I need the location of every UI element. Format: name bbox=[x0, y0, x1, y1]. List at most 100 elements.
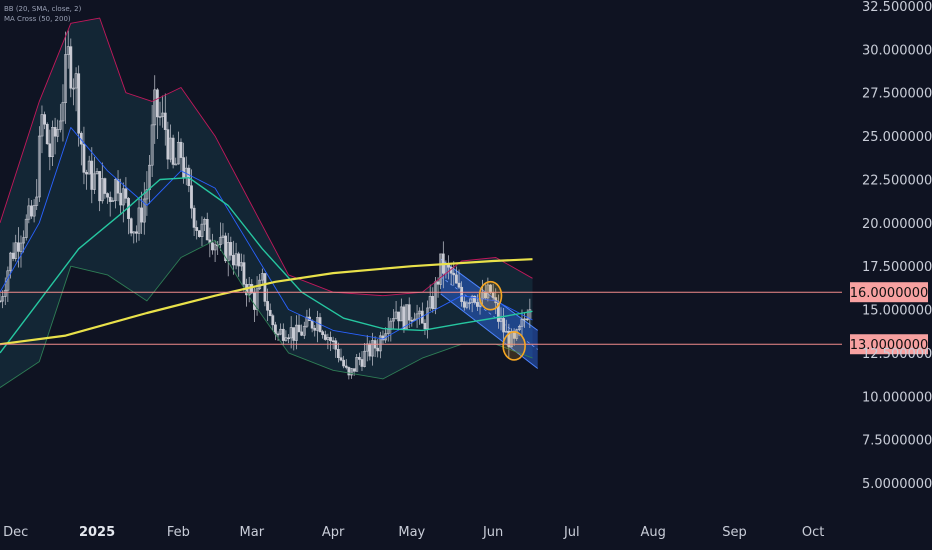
candle-body bbox=[452, 272, 456, 276]
candle bbox=[295, 315, 298, 350]
bb-basis-line bbox=[0, 126, 533, 340]
candle bbox=[475, 294, 479, 311]
time-tick-label: Oct bbox=[802, 525, 824, 540]
candle bbox=[431, 287, 435, 313]
candle-body bbox=[43, 114, 46, 125]
price-tick-label: 25.0000000 bbox=[862, 130, 932, 145]
candle-body bbox=[397, 311, 401, 322]
level-badge[interactable]: 16.0000000 bbox=[850, 282, 929, 303]
candle bbox=[100, 162, 104, 204]
candle bbox=[14, 234, 18, 262]
price-tick-label: 7.5000000 bbox=[862, 434, 932, 449]
candle-body bbox=[205, 219, 209, 241]
candle-body bbox=[247, 284, 251, 296]
price-axis[interactable]: 32.5000000 30.0000000 27.5000000 25.0000000… bbox=[862, 0, 932, 492]
candle-body bbox=[371, 340, 374, 357]
bb-legend-label[interactable]: BB (20, SMA, close, 2) bbox=[4, 5, 82, 13]
time-tick-label: Aug bbox=[640, 525, 665, 540]
level-badge-bg bbox=[850, 282, 928, 303]
candle bbox=[43, 111, 46, 130]
candle bbox=[426, 300, 429, 339]
candle bbox=[200, 216, 204, 247]
candle bbox=[74, 67, 78, 112]
candle bbox=[169, 124, 172, 163]
candle-body bbox=[499, 318, 503, 322]
candle-body bbox=[284, 337, 288, 341]
level-badge-label: 16.0000000 bbox=[850, 286, 929, 301]
candle-body bbox=[525, 318, 529, 321]
candle bbox=[35, 179, 39, 211]
candle-body bbox=[460, 286, 464, 302]
candle-body bbox=[357, 357, 361, 360]
candle-body bbox=[30, 205, 33, 217]
candle bbox=[499, 307, 503, 331]
candle bbox=[457, 269, 461, 289]
candle-body bbox=[106, 193, 109, 198]
candle bbox=[69, 38, 73, 98]
candle-body bbox=[407, 304, 411, 321]
ma-legend-label[interactable]: MA Cross (50, 200) bbox=[4, 15, 71, 23]
price-tick-label: 10.0000000 bbox=[862, 390, 932, 405]
candle bbox=[111, 197, 115, 202]
candle bbox=[402, 304, 406, 333]
candle-body bbox=[69, 46, 73, 89]
time-tick-label: Jun bbox=[482, 525, 503, 540]
candle bbox=[137, 198, 141, 241]
candle-body bbox=[24, 218, 28, 238]
candle bbox=[331, 336, 335, 350]
candle bbox=[45, 122, 49, 145]
candle-body bbox=[11, 252, 15, 259]
candle-body bbox=[410, 319, 414, 322]
candle bbox=[418, 307, 422, 325]
candle-body bbox=[350, 368, 353, 376]
candle-body bbox=[51, 127, 54, 158]
candle-body bbox=[187, 167, 191, 187]
candle-body bbox=[418, 310, 422, 315]
candle-body bbox=[93, 173, 96, 190]
candle bbox=[302, 321, 306, 339]
candle-body bbox=[190, 185, 193, 209]
candle bbox=[229, 236, 233, 261]
candle bbox=[87, 155, 91, 175]
candle-body bbox=[402, 306, 406, 330]
candle-body bbox=[203, 219, 206, 225]
price-tick-label: 5.0000000 bbox=[862, 477, 932, 492]
candle bbox=[203, 217, 206, 231]
candle bbox=[352, 368, 356, 376]
candle-body bbox=[85, 172, 88, 175]
candle-body bbox=[475, 302, 479, 307]
candle-body bbox=[100, 178, 104, 202]
candle bbox=[376, 339, 380, 358]
indicator-legend: BB (20, SMA, close, 2) MA Cross (50, 200… bbox=[4, 4, 81, 24]
candle-body bbox=[3, 289, 7, 297]
candle-body bbox=[305, 316, 309, 327]
channel-fill bbox=[440, 259, 538, 369]
candle-body bbox=[520, 319, 524, 327]
candle bbox=[176, 131, 180, 165]
level-badge[interactable]: 13.0000000 bbox=[850, 334, 929, 355]
candle bbox=[397, 311, 401, 331]
candle bbox=[274, 321, 277, 341]
candle-body bbox=[234, 253, 238, 266]
candle bbox=[155, 88, 159, 140]
candle-body bbox=[428, 296, 432, 309]
candle-body bbox=[74, 73, 78, 89]
candle-body bbox=[232, 255, 235, 266]
candle bbox=[263, 272, 267, 307]
highlight-circle bbox=[502, 331, 526, 361]
price-tick-label: 30.0000000 bbox=[862, 43, 932, 58]
candle-body bbox=[211, 242, 214, 251]
candle bbox=[153, 75, 157, 144]
time-axis[interactable]: Dec 2025 Feb Mar Apr May Jun Jul Aug Sep Oct bbox=[3, 525, 824, 540]
candle bbox=[27, 198, 31, 224]
price-tick-label: 22.5000000 bbox=[862, 173, 932, 188]
candle bbox=[326, 333, 330, 350]
candle bbox=[239, 253, 243, 271]
candle bbox=[166, 121, 170, 170]
candle bbox=[281, 323, 285, 347]
candle bbox=[205, 212, 209, 241]
candle-body bbox=[431, 296, 435, 310]
candle bbox=[51, 120, 54, 167]
